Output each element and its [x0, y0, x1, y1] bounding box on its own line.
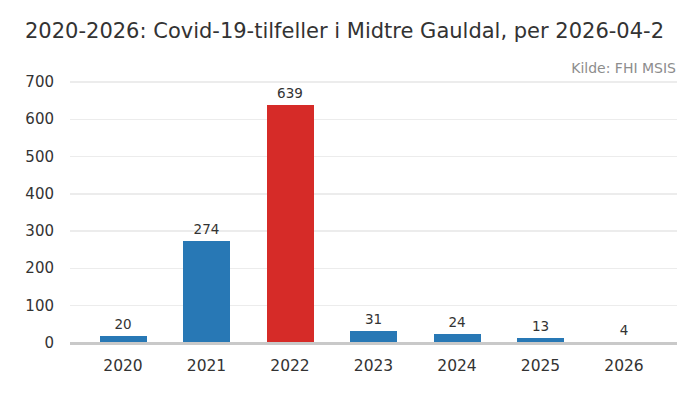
gridline [70, 81, 677, 82]
y-axis-tick-label: 0 [0, 334, 54, 352]
bar-value-label: 24 [417, 314, 497, 331]
x-axis-label: 2025 [499, 357, 583, 376]
x-axis-label: 2026 [582, 357, 666, 376]
x-axis-label: 2020 [81, 357, 165, 376]
chart-title: 2020-2026: Covid-19-tilfeller i Midtre G… [25, 19, 664, 43]
chart-canvas: 2020-2026: Covid-19-tilfeller i Midtre G… [0, 0, 700, 400]
bar-value-label: 4 [584, 322, 664, 339]
bar-value-label: 274 [167, 221, 247, 238]
gridline [70, 268, 677, 269]
y-axis-tick-label: 200 [0, 259, 54, 277]
x-axis-line [70, 342, 677, 345]
y-axis-tick-label: 300 [0, 222, 54, 240]
gridline [70, 156, 677, 157]
gridline [70, 305, 677, 306]
y-axis-tick-label: 500 [0, 148, 54, 166]
source-note: Kilde: FHI MSIS [571, 60, 676, 76]
gridline [70, 119, 677, 120]
y-axis-tick-label: 100 [0, 297, 54, 315]
bar-value-label: 20 [83, 316, 163, 333]
y-axis-tick-label: 600 [0, 110, 54, 128]
gridline [70, 193, 677, 194]
bar-value-label: 639 [250, 85, 330, 102]
x-axis-label: 2023 [332, 357, 416, 376]
gridline [70, 230, 677, 231]
x-axis-label: 2024 [415, 357, 499, 376]
x-axis-label: 2021 [165, 357, 249, 376]
bar-2021 [183, 241, 230, 343]
bar-value-label: 13 [501, 318, 581, 335]
bar-value-label: 31 [334, 311, 414, 328]
x-axis-label: 2022 [248, 357, 332, 376]
y-axis-tick-label: 400 [0, 185, 54, 203]
bar-2022 [267, 105, 314, 343]
y-axis-tick-label: 700 [0, 73, 54, 91]
